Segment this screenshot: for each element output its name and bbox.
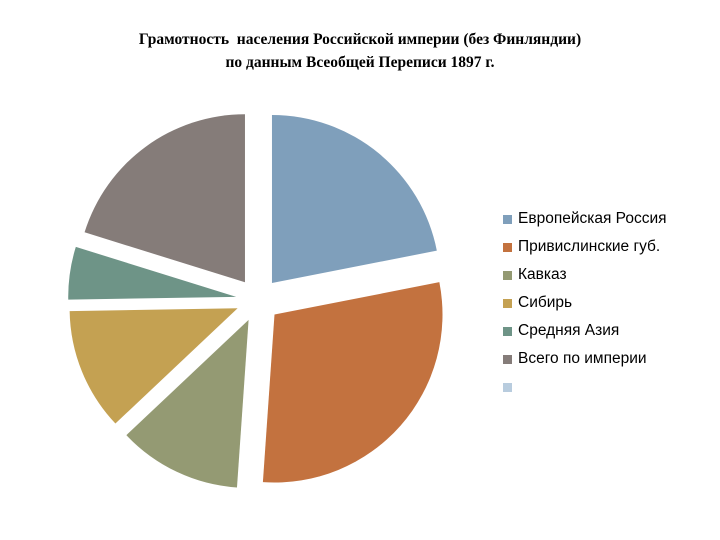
legend-swatch xyxy=(503,214,512,224)
pie-slice-6 xyxy=(84,114,245,283)
legend-label: Привислинские губ. xyxy=(518,238,661,255)
chart-title-line-2: по данным Всеобщей Переписи 1897 г. xyxy=(225,54,495,71)
legend-swatch xyxy=(503,298,512,308)
legend-swatch xyxy=(503,326,512,336)
pie-slice-4 xyxy=(69,308,238,424)
legend-item: Средняя Азия xyxy=(503,317,667,345)
legend-label: Кавказ xyxy=(518,266,567,283)
legend-swatch xyxy=(503,242,512,252)
chart-legend: Европейская Россия Привислинские губ. Ка… xyxy=(503,205,667,401)
legend-label: Всего по империи xyxy=(518,350,647,367)
legend-swatch xyxy=(503,382,512,392)
chart-title-line-1: Грамотность населения Российской империи… xyxy=(138,31,582,48)
legend-item xyxy=(503,373,667,401)
legend-item: Всего по империи xyxy=(503,345,667,373)
pie-slice-2 xyxy=(262,282,443,483)
chart-title: Грамотность населения Российской империи… xyxy=(0,28,720,74)
legend-item: Привислинские губ. xyxy=(503,233,667,261)
legend-swatch xyxy=(503,354,512,364)
pie-slice-1 xyxy=(271,115,437,284)
legend-label: Европейская Россия xyxy=(518,210,667,227)
legend-item: Сибирь xyxy=(503,289,667,317)
legend-item: Кавказ xyxy=(503,261,667,289)
legend-label: Сибирь xyxy=(518,294,573,311)
legend-item: Европейская Россия xyxy=(503,205,667,233)
legend-swatch xyxy=(503,270,512,280)
pie-slice-3 xyxy=(126,319,249,488)
pie-slice-5 xyxy=(68,246,237,300)
legend-label: Средняя Азия xyxy=(518,322,620,339)
